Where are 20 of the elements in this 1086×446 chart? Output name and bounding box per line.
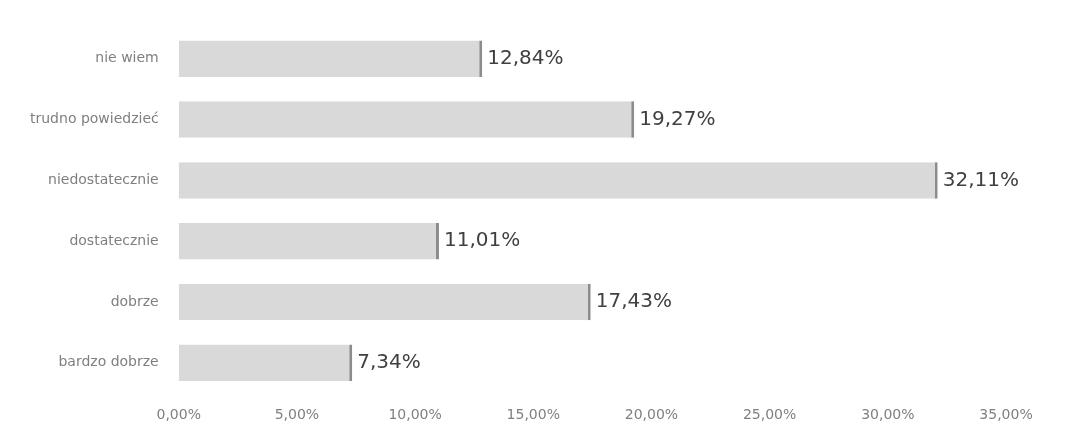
data-label: 12,84%: [487, 45, 564, 69]
x-tick-label: 20,00%: [624, 406, 679, 423]
x-tick-label: 30,00%: [861, 406, 915, 423]
data-label: 7,34%: [357, 349, 421, 373]
y-tick-label: nie wiem: [95, 49, 159, 66]
x-tick-label: 5,00%: [274, 406, 320, 423]
y-tick-label: trudno powiedzieć: [30, 110, 159, 127]
y-tick-label: dostatecznie: [69, 231, 159, 248]
data-label: 11,01%: [443, 227, 521, 252]
x-tick-label: 0,00%: [156, 406, 201, 423]
data-label: 19,27%: [639, 105, 716, 130]
x-tick-label: 35,00%: [979, 406, 1033, 423]
data-label: 32,11%: [942, 166, 1019, 191]
x-tick-label: 15,00%: [506, 406, 560, 423]
y-tick-label: bardzo dobrze: [58, 353, 159, 370]
data-label: 17,43%: [595, 288, 672, 313]
y-tick-label: niedostatecznie: [48, 171, 159, 188]
y-tick-label: dobrze: [110, 292, 159, 309]
x-tick-label: 10,00%: [388, 406, 442, 423]
x-tick-label: 25,00%: [742, 406, 797, 423]
